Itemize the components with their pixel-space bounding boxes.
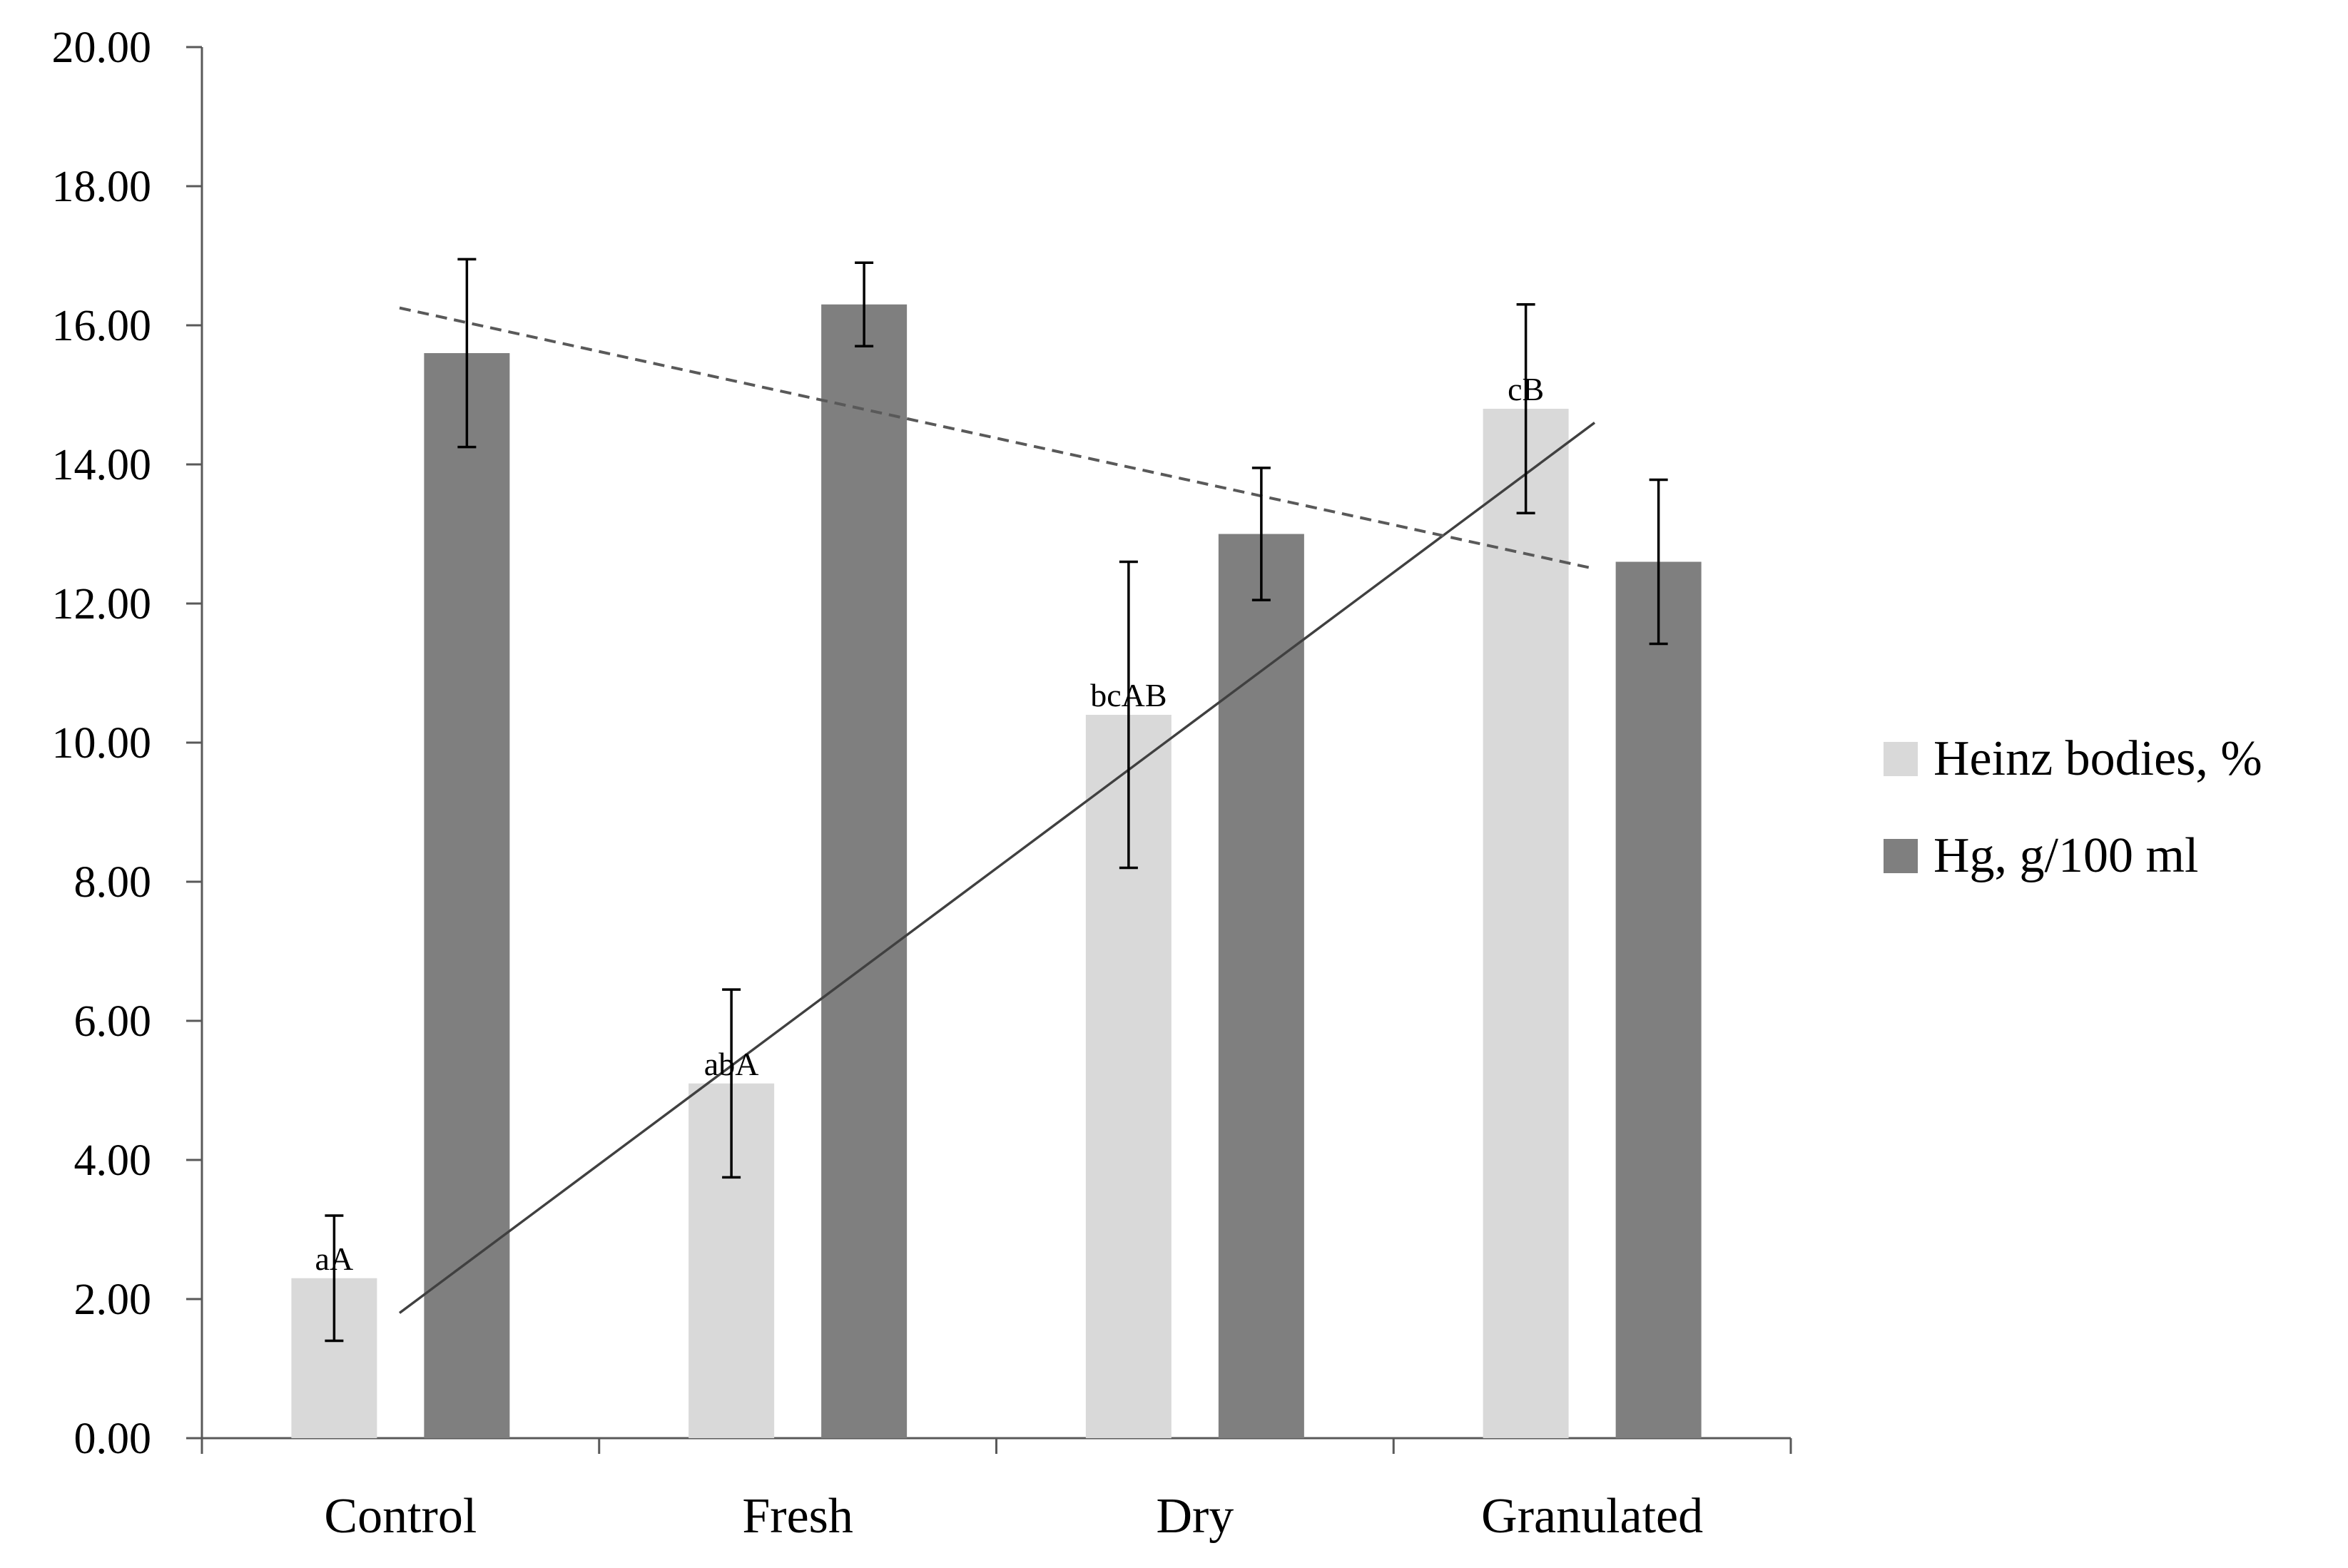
- trendline-hg: [399, 306, 1595, 571]
- legend-label: Hg, g/100 ml: [1933, 828, 2198, 883]
- y-tick-label: 10.00: [52, 719, 152, 768]
- legend-swatch: [1884, 742, 1918, 776]
- y-tick-label: 8.00: [74, 858, 152, 907]
- bar-hg: [821, 304, 908, 1438]
- significance-label: bcAB: [1090, 677, 1167, 713]
- y-tick-label: 20.00: [52, 24, 152, 72]
- x-category-label: Control: [324, 1489, 477, 1544]
- y-tick-label: 2.00: [74, 1276, 152, 1324]
- significance-label: abA: [704, 1046, 759, 1082]
- x-category-label: Dry: [1156, 1489, 1234, 1544]
- trendline-heinz: [398, 422, 1596, 1314]
- annotations: aA abA bcAB cB: [315, 371, 1545, 1277]
- x-category-label: Fresh: [742, 1489, 853, 1544]
- y-tick-label: 12.00: [52, 580, 152, 628]
- y-tick-label: 14.00: [52, 441, 152, 489]
- legend: Heinz bodies, % Hg, g/100 ml: [1884, 731, 2262, 883]
- legend-label: Heinz bodies, %: [1933, 731, 2262, 786]
- axes: 0.00 2.00 4.00 6.00 8.00 10.00 12.00 14.00 16.00…: [52, 24, 1792, 1544]
- y-tick-label: 18.00: [52, 163, 152, 211]
- bar-hg: [1615, 561, 1702, 1438]
- x-category-label: Granulated: [1481, 1489, 1703, 1544]
- bars: [291, 304, 1702, 1438]
- legend-swatch: [1884, 839, 1918, 873]
- bar-heinz: [1483, 409, 1569, 1438]
- error-bars: [325, 258, 1668, 1343]
- y-tick-label: 0.00: [74, 1415, 152, 1463]
- bar-hg: [1218, 534, 1304, 1438]
- y-tick-label: 6.00: [74, 997, 152, 1046]
- bar-hg: [424, 353, 510, 1438]
- trendlines: [398, 306, 1596, 1314]
- y-tick-label: 4.00: [74, 1136, 152, 1185]
- significance-label: aA: [315, 1241, 354, 1277]
- y-tick-label: 16.00: [52, 302, 152, 350]
- significance-label: cB: [1508, 371, 1544, 407]
